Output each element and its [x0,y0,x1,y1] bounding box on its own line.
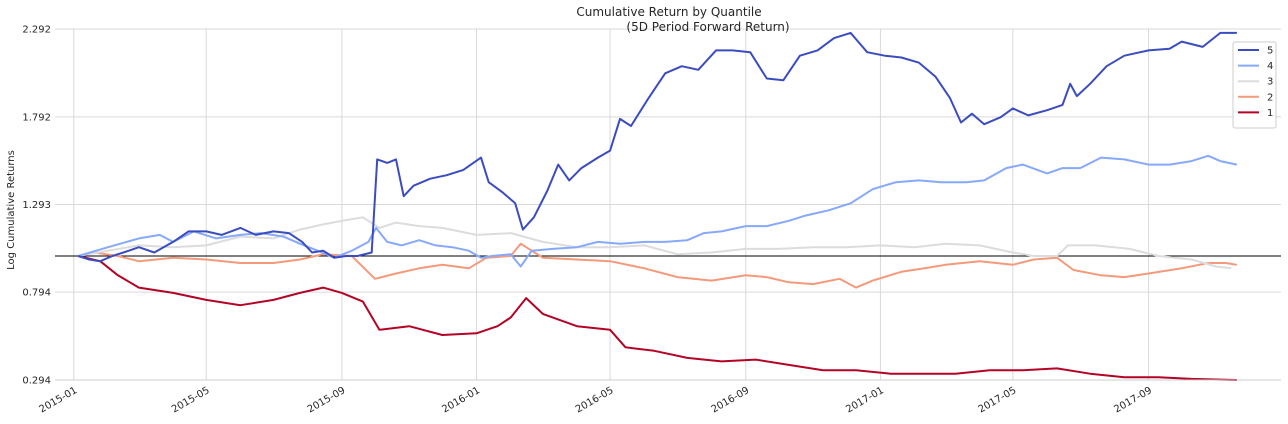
y-tick-label: 1.792 [22,112,51,123]
x-tick-label: 2016-01 [440,385,482,415]
series-line-3 [78,216,1232,270]
x-tick-label: 2017-05 [977,385,1019,415]
x-tick-label: 2016-05 [574,385,616,415]
series-line-1 [77,255,1237,381]
y-tick-label: 0.794 [22,288,51,299]
y-tick-label: 1.293 [22,200,51,211]
legend-label-4: 4 [1267,61,1273,72]
y-axis-ticks: 0.294 0.794 1.293 1.792 2.292 [22,25,51,387]
x-tick-label: 2015-05 [170,385,212,415]
legend-label-2: 2 [1267,92,1273,103]
y-axis-label: Log Cumulative Returns [6,150,17,270]
series-lines [77,31,1238,381]
chart-title: Cumulative Return by Quantile [576,5,761,19]
chart-subtitle: (5D Period Forward Return) [626,20,789,34]
legend-label-1: 1 [1267,108,1273,119]
legend-box [1232,41,1277,129]
legend-label-3: 3 [1267,77,1273,88]
y-tick-label: 2.292 [22,25,51,36]
series-line-4 [77,154,1238,268]
x-tick-label: 2017-01 [844,385,886,415]
x-tick-label: 2017-09 [1112,385,1154,415]
legend-label-5: 5 [1267,46,1273,57]
x-tick-label: 2015-09 [306,385,348,415]
series-line-5 [77,31,1237,263]
legend: 5 4 3 2 1 [1232,41,1277,129]
y-tick-label: 0.294 [22,376,51,387]
x-tick-label: 2015-01 [38,385,80,415]
series-line-2 [77,242,1238,289]
x-axis-ticks: 2015-01 2015-05 2015-09 2016-01 2016-05 2016-… [38,385,1155,415]
x-tick-label: 2016-09 [710,385,752,415]
